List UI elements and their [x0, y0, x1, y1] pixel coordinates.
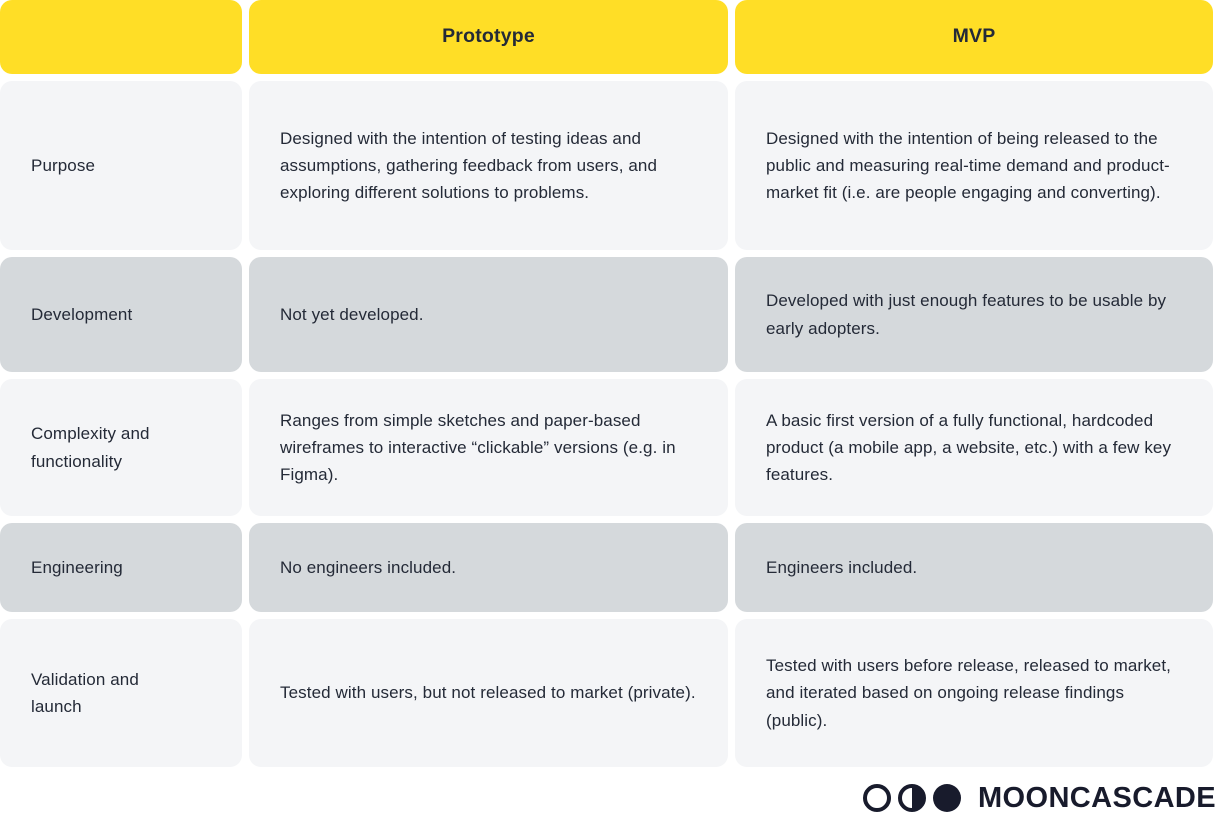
row-label-text: Validation and launch: [31, 669, 139, 716]
row-label-purpose: Purpose: [0, 81, 242, 250]
row-label-complexity: Complexity and functionality: [0, 379, 242, 516]
moon-full-icon: [932, 784, 961, 812]
row-label-development: Development: [0, 257, 242, 372]
row-label-text: Purpose: [31, 155, 96, 175]
cell-development-prototype: Not yet developed.: [249, 257, 728, 372]
column-header-prototype: Prototype: [249, 0, 728, 74]
moon-outline-icon: [862, 784, 891, 812]
cell-purpose-prototype: Designed with the intention of testing i…: [249, 81, 728, 250]
cell-engineering-prototype: No engineers included.: [249, 523, 728, 612]
comparison-table: Prototype MVP Purpose Designed with the …: [0, 0, 1213, 767]
cell-development-mvp: Developed with just enough features to b…: [735, 257, 1213, 372]
cell-purpose-mvp: Designed with the intention of being rel…: [735, 81, 1213, 250]
cell-validation-prototype: Tested with users, but not released to m…: [249, 619, 728, 767]
column-header-mvp: MVP: [735, 0, 1213, 74]
row-label-engineering: Engineering: [0, 523, 242, 612]
brand-name: MOONCASCADE: [977, 781, 1216, 814]
corner-header-cell: [0, 0, 242, 74]
row-label-validation: Validation and launch: [0, 619, 242, 767]
row-label-text: Complexity and functionality: [31, 424, 150, 471]
cell-validation-mvp: Tested with users before release, releas…: [735, 619, 1213, 767]
row-label-text: Engineering: [31, 557, 123, 577]
cell-complexity-prototype: Ranges from simple sketches and paper-ba…: [249, 379, 728, 516]
cell-complexity-mvp: A basic first version of a fully functio…: [735, 379, 1213, 516]
mooncascade-logo: MOONCASCADE: [862, 781, 1216, 815]
cell-engineering-mvp: Engineers included.: [735, 523, 1213, 612]
footer: MOONCASCADE: [0, 767, 1218, 815]
row-label-text: Development: [31, 304, 133, 324]
moon-half-icon: [897, 784, 926, 812]
